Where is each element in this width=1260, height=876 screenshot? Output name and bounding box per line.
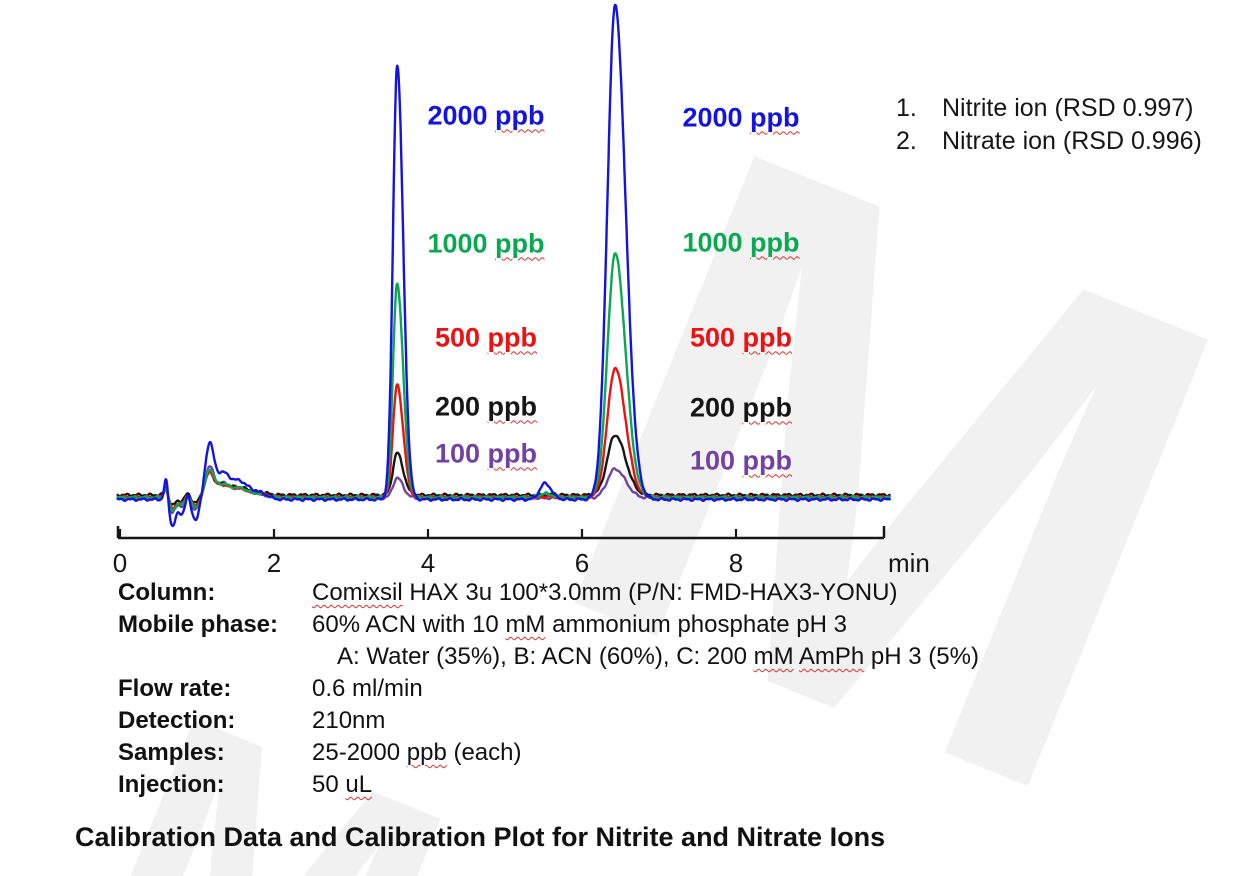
spellcheck-word: mM — [505, 611, 546, 638]
text-segment: 200 — [434, 391, 488, 422]
legend-item-label: Nitrate ion (RSD 0.996) — [942, 127, 1202, 155]
x-tick-label: 8 — [729, 548, 743, 578]
method-row-label: Column: — [118, 579, 216, 606]
peak-legend: 1. Nitrite ion (RSD 0.997) 2. Nitrate io… — [896, 92, 1202, 158]
spellcheck-word: ppb — [487, 391, 538, 422]
text-segment: 100 — [434, 438, 488, 469]
text-segment: 200 — [689, 392, 743, 423]
text-segment: 210nm — [312, 707, 386, 734]
trace-200ppb — [116, 434, 891, 506]
method-info: Column: Comixsil HAX 3u 100*3.0mm (P/N: F… — [118, 577, 979, 801]
text-segment: 2000 — [427, 100, 496, 131]
text-segment: ammonium phosphate pH 3 — [545, 611, 847, 638]
spellcheck-word: ppb — [750, 227, 800, 258]
text-segment: 1000 — [427, 228, 496, 259]
spellcheck-word: AmPh — [798, 643, 865, 670]
spellcheck-word: ppb — [487, 438, 538, 469]
text-segment: 500 — [434, 322, 488, 353]
method-row-label: Flow rate: — [118, 675, 232, 702]
spellcheck-word: ppb — [750, 102, 800, 133]
spellcheck-word: ppb — [742, 322, 793, 353]
x-axis-unit-label: min — [888, 548, 930, 578]
spellcheck-word: ppb — [487, 322, 538, 353]
method-row: Detection: 210nm — [118, 705, 979, 737]
spellcheck-word: uL — [345, 771, 373, 798]
trace-1000ppb — [116, 252, 891, 513]
method-row-label: Samples: — [118, 739, 225, 766]
method-row: Column: Comixsil HAX 3u 100*3.0mm (P/N: F… — [118, 577, 979, 609]
trace-2000ppb — [116, 3, 891, 528]
legend-item-number: 2. — [896, 127, 917, 155]
method-row-label: Injection: — [118, 771, 225, 798]
spellcheck-word: ppb — [742, 392, 793, 423]
conc-label-right: 1000 ppb — [682, 228, 799, 259]
method-row: Samples: 25-2000 ppb (each) — [118, 737, 979, 769]
x-tick-label: 2 — [267, 548, 281, 578]
method-row-value: Comixsil HAX 3u 100*3.0mm (P/N: FMD-HAX3… — [312, 577, 897, 609]
text-segment: 1000 — [682, 227, 751, 258]
method-row: Flow rate: 0.6 ml/min — [118, 673, 979, 705]
text-segment: 0.6 ml/min — [312, 675, 423, 702]
conc-label-right: 100 ppb — [690, 446, 792, 477]
text-segment: 60% ACN with 10 — [312, 611, 506, 638]
text-segment: pH 3 (5%) — [864, 643, 979, 670]
conc-label-left: 200 ppb — [435, 392, 537, 423]
method-row-value: 210nm — [312, 705, 385, 737]
spellcheck-word: ppb — [495, 100, 545, 131]
legend-item-label: Nitrite ion (RSD 0.997) — [942, 94, 1194, 122]
method-row: A: Water (35%), B: ACN (60%), C: 200 mM … — [118, 641, 979, 673]
method-row: Mobile phase: 60% ACN with 10 mM ammonium… — [118, 609, 979, 641]
text-segment: 500 — [689, 322, 743, 353]
method-row: Injection: 50 uL — [118, 769, 979, 801]
spellcheck-word: Comixsil — [312, 579, 403, 606]
method-row-value: 50 uL — [312, 769, 372, 801]
spellcheck-word: ppb — [742, 445, 793, 476]
legend-item-nitrate: 2. Nitrate ion (RSD 0.996) — [896, 125, 1202, 158]
text-segment: HAX 3u 100*3.0mm (P/N: FMD-HAX3-YONU) — [402, 579, 898, 606]
method-row-value: 0.6 ml/min — [312, 673, 423, 705]
legend-item-number: 1. — [896, 94, 917, 122]
conc-label-right: 200 ppb — [690, 393, 792, 424]
method-row-label: Detection: — [118, 707, 236, 734]
spellcheck-word: ppb — [406, 739, 447, 766]
method-row-value: 25-2000 ppb (each) — [312, 737, 522, 769]
method-row-value: A: Water (35%), B: ACN (60%), C: 200 mM … — [337, 641, 979, 673]
spellcheck-word: mM — [753, 643, 794, 670]
method-row-value: 60% ACN with 10 mM ammonium phosphate pH… — [312, 609, 847, 641]
x-tick-label: 4 — [421, 548, 435, 578]
method-row-label: Mobile phase: — [118, 611, 279, 638]
spellcheck-word: ppb — [495, 228, 545, 259]
text-segment: 100 — [689, 445, 743, 476]
method-row-label — [118, 641, 312, 673]
text-segment: 50 — [312, 771, 346, 798]
conc-label-left: 1000 ppb — [427, 229, 544, 260]
text-segment: A: Water (35%), B: ACN (60%), C: 200 — [337, 643, 754, 670]
conc-label-left: 500 ppb — [435, 323, 537, 354]
conc-label-right: 500 ppb — [690, 323, 792, 354]
text-segment: 25-2000 — [312, 739, 407, 766]
x-tick-label: 6 — [575, 548, 589, 578]
conc-label-left: 100 ppb — [435, 439, 537, 470]
text-segment: (each) — [446, 739, 522, 766]
text-segment: 2000 — [682, 102, 751, 133]
conc-label-right: 2000 ppb — [682, 103, 799, 134]
conc-label-left: 2000 ppb — [427, 101, 544, 132]
page-title: Calibration Data and Calibration Plot fo… — [75, 822, 886, 852]
x-tick-label: 0 — [113, 548, 127, 578]
legend-item-nitrite: 1. Nitrite ion (RSD 0.997) — [896, 92, 1202, 125]
